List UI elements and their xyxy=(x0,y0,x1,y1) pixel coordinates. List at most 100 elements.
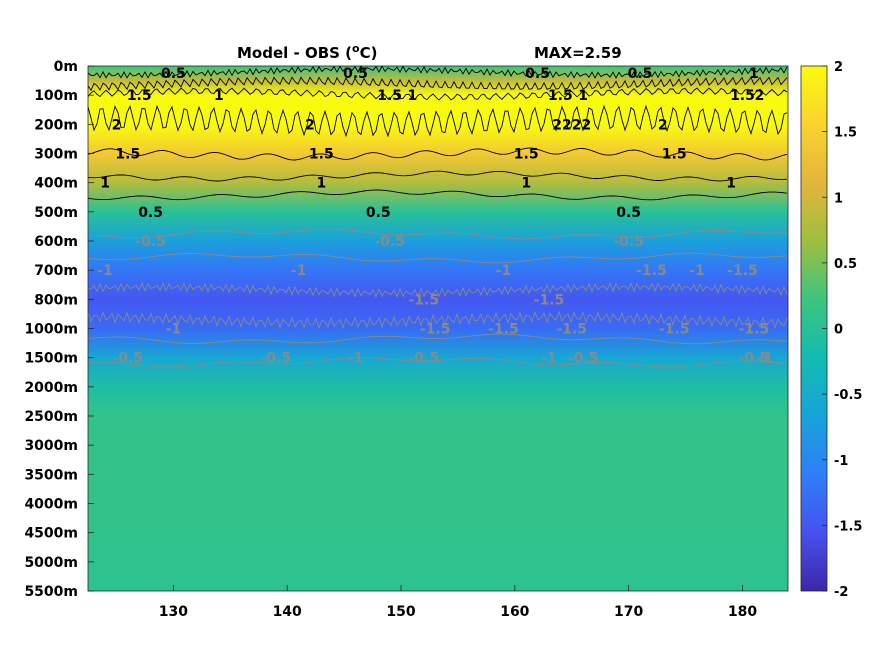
contour-label: 1 xyxy=(521,176,531,192)
y-tick-label: 100m xyxy=(34,88,78,104)
y-tick-label: 1000m xyxy=(24,322,78,338)
contour-label: 2 xyxy=(658,117,668,133)
contour-line xyxy=(87,357,788,368)
y-tick-label: 300m xyxy=(34,147,78,163)
y-tick-label: 5000m xyxy=(24,555,78,571)
contour-label: 2 xyxy=(112,117,122,133)
colorbar-tick-label: -1 xyxy=(834,454,848,469)
contour-line xyxy=(87,170,788,182)
colorbar-ticks: 2 1.5 1 0.5 0 -0.5 -1 -1.5 -2 xyxy=(822,60,862,600)
contour-line xyxy=(87,189,788,201)
x-tick-label: 150 xyxy=(386,604,415,620)
contour-label: 0.5 xyxy=(366,205,391,221)
contour-line xyxy=(87,76,788,92)
contour-label: 1.5 xyxy=(127,88,152,104)
contour-label: 1 xyxy=(214,88,224,104)
chart-max-label: MAX=2.59 xyxy=(534,44,622,62)
contour-label: 2 xyxy=(755,88,765,104)
x-tick-label: 160 xyxy=(500,604,529,620)
contour-line xyxy=(87,252,788,264)
contour-label: -0.5 xyxy=(568,351,599,367)
contour-label: 1 xyxy=(726,176,736,192)
contour-label: 1.5 xyxy=(514,147,539,163)
y-tick-label: 3000m xyxy=(24,438,78,454)
contour-label: -1.5 xyxy=(727,263,758,279)
contour-label: 0.5 xyxy=(161,66,186,82)
y-tick-label: 3500m xyxy=(24,467,78,483)
colorbar-tick-label: -2 xyxy=(834,585,848,600)
contour-label: -1 xyxy=(689,263,705,279)
contour-label: 0.5 xyxy=(616,205,641,221)
colorbar-tick-label: 1 xyxy=(834,191,843,206)
colorbar-tick-label: 0.5 xyxy=(834,257,857,272)
colorbar-tick-label: 1.5 xyxy=(834,126,857,141)
x-tick-label: 180 xyxy=(728,604,757,620)
contour-label: -0.5 xyxy=(739,351,770,367)
contour-line xyxy=(87,310,788,330)
x-tick-label: 170 xyxy=(614,604,643,620)
contour-label: 1 xyxy=(578,88,588,104)
y-tick-label: 600m xyxy=(34,234,78,250)
contour-line xyxy=(87,65,788,79)
contour-label: 0.5 xyxy=(138,205,163,221)
contour-label: -1.5 xyxy=(636,263,667,279)
colorbar-tick-label: 2 xyxy=(834,60,843,75)
contour-label: 1.5 xyxy=(662,147,687,163)
contour-label: -1 xyxy=(291,263,307,279)
x-tick-label: 140 xyxy=(273,604,302,620)
x-tick-label: 130 xyxy=(159,604,188,620)
y-tick-label: 800m xyxy=(34,292,78,308)
contour-label: 0.5 xyxy=(628,66,653,82)
contour-label: 2 xyxy=(305,117,315,133)
contour-label: 0.5 xyxy=(343,66,368,82)
y-tick-label: 2000m xyxy=(24,380,78,396)
y-tick-label: 1500m xyxy=(24,351,78,367)
x-axis: 130 140 150 160 170 180 xyxy=(159,585,757,620)
colorbar-tick-label: -0.5 xyxy=(834,388,862,403)
contour-label: -0.5 xyxy=(135,234,166,250)
contour-line xyxy=(87,281,788,298)
contour-label: -0.5 xyxy=(408,351,439,367)
contour-label: -1.5 xyxy=(739,322,770,338)
colorbar-tick-label: -1.5 xyxy=(834,519,862,534)
contour-label: 1.5 xyxy=(309,147,334,163)
contour-label: -1.5 xyxy=(488,322,519,338)
contour-label: -0.5 xyxy=(374,234,405,250)
colorbar-tick-label: 0 xyxy=(834,323,843,338)
contour-label: -1 xyxy=(166,322,182,338)
contour-label: -1 xyxy=(541,351,557,367)
y-tick-label: 700m xyxy=(34,263,78,279)
contour-label: 2222 xyxy=(552,117,591,133)
contour-label: 0.5 xyxy=(525,66,550,82)
contour-label: -1.5 xyxy=(659,322,690,338)
contour-label: -1.5 xyxy=(408,292,439,308)
contour-label: 1.5 xyxy=(377,88,402,104)
contour-label: -1.5 xyxy=(420,322,451,338)
contour-line xyxy=(87,333,788,345)
contour-label: 1 xyxy=(316,176,326,192)
contour-label: -1.5 xyxy=(556,322,587,338)
y-tick-label: 5500m xyxy=(24,584,78,600)
contour-label: 1 xyxy=(408,88,418,104)
y-tick-label: 200m xyxy=(34,117,78,133)
contour-label: 1 xyxy=(749,66,759,82)
contour-label: -0.5 xyxy=(613,234,644,250)
y-axis: 0m 100m 200m 300m 400m 500m 600m 700m 800m 1000m 1… xyxy=(24,59,94,600)
y-tick-label: 4500m xyxy=(24,526,78,542)
chart-title: Model - OBS (oC) xyxy=(237,42,377,62)
contour-label: 1 xyxy=(100,176,110,192)
contour-label: -1 xyxy=(757,351,773,367)
contour-label: 1.5 xyxy=(548,88,573,104)
contour-label: 1.5 xyxy=(115,147,140,163)
y-tick-label: 2500m xyxy=(24,409,78,425)
contour-lines xyxy=(87,65,788,368)
contour-label: -1 xyxy=(496,263,512,279)
contour-label: -0.5 xyxy=(260,351,291,367)
contour-label: -0.5 xyxy=(113,351,144,367)
contour-line xyxy=(87,147,788,161)
contour-label: 1.5 xyxy=(730,88,755,104)
contour-line xyxy=(87,87,788,101)
